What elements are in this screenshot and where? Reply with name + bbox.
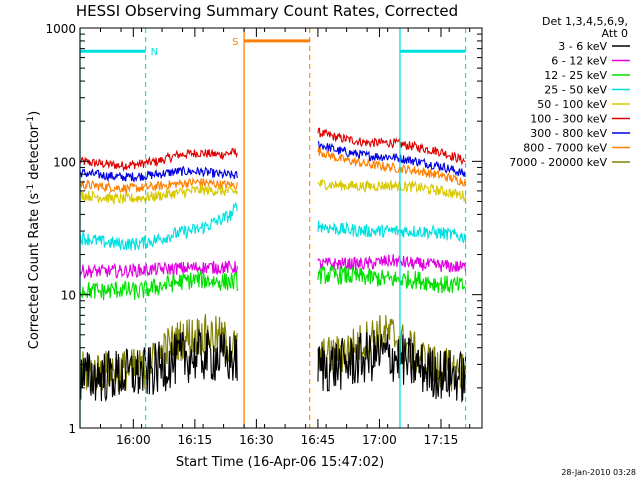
series-12-25-kev-trace — [79, 265, 467, 301]
y-axis-label: Corrected Count Rate (s-1 detector-1) — [26, 111, 42, 349]
legend-entry-label: 7000 - 20000 keV — [509, 156, 607, 169]
plot-area: N S 16:00 16:15 16:30 16:45 17:00 17:15 1 10 100 10… — [45, 22, 483, 447]
series-100-300-kev-trace — [79, 127, 466, 172]
series-3-6-kev-trace — [79, 329, 467, 404]
x-tick-label: 17:15 — [424, 433, 459, 447]
y-axis-label-end: ) — [27, 111, 42, 116]
y-axis-label-sup1: -1 — [26, 184, 36, 193]
series-6-12-kev-trace — [79, 254, 467, 279]
y-tick-label: 1 — [68, 422, 76, 436]
annotation-label-n: N — [151, 47, 158, 58]
series-segment-1 — [79, 177, 238, 194]
x-tick-label: 16:15 — [178, 433, 213, 447]
annotation-label-s: S — [232, 37, 238, 48]
chart-title: HESSI Observing Summary Count Rates, Cor… — [76, 2, 458, 20]
legend-header-line: Att 0 — [602, 27, 628, 40]
series-segment-1 — [79, 184, 238, 206]
legend-entry-label: 3 - 6 keV — [558, 40, 607, 53]
legend-entry-label: 100 - 300 keV — [530, 113, 607, 126]
series-segment-2 — [317, 265, 467, 294]
series-segment-1 — [79, 147, 238, 172]
y-tick-label: 1000 — [45, 22, 76, 36]
series-segment-2 — [317, 220, 467, 244]
legend-entry-label: 50 - 100 keV — [537, 98, 607, 111]
x-tick-label: 16:00 — [116, 433, 151, 447]
series-segment-2 — [317, 140, 467, 177]
series-800-7000-kev-trace — [79, 147, 466, 194]
x-tick-label: 16:45 — [301, 433, 336, 447]
plot-frame — [79, 27, 483, 429]
x-axis-label: Start Time (16-Apr-06 15:47:02) — [176, 455, 384, 470]
y-tick-label: 100 — [53, 155, 76, 169]
series-300-800-kev-trace — [79, 140, 467, 183]
series-segment-2 — [317, 330, 467, 404]
y-axis-label-main: Corrected Count Rate (s — [27, 193, 42, 350]
series-25-50-kev-trace — [79, 201, 467, 251]
legend-entry-label: 25 - 50 keV — [544, 84, 607, 97]
x-tick-label: 16:30 — [239, 433, 274, 447]
series-segment-1 — [79, 201, 238, 251]
legend-header-line: Det 1,3,4,5,6,9, — [542, 15, 628, 28]
series-segment-2 — [317, 127, 466, 166]
y-tick-label: 10 — [61, 289, 76, 303]
series-segment-1 — [79, 270, 238, 301]
series-segment-2 — [317, 147, 466, 187]
series-segment-1 — [79, 165, 238, 183]
legend-entry-label: 6 - 12 keV — [551, 55, 607, 68]
series-segment-2 — [317, 254, 467, 274]
legend-entry-label: 300 - 800 keV — [530, 127, 607, 140]
legend-entry-label: 12 - 25 keV — [544, 69, 607, 82]
series-segment-2 — [317, 178, 467, 203]
x-tick-label: 17:00 — [362, 433, 397, 447]
y-axis-label-mid: detector — [27, 124, 42, 184]
series-segment-1 — [79, 260, 238, 279]
y-axis-label-sup2: -1 — [26, 116, 36, 125]
series-segment-1 — [79, 329, 238, 403]
series-50-100-kev-trace — [79, 178, 467, 206]
legend: Det 1,3,4,5,6,9,Att 03 - 6 keV 6 - 12 keV… — [509, 15, 630, 169]
legend-entry-label: 800 - 7000 keV — [523, 142, 607, 155]
timestamp-stamp: 28-Jan-2010 03:28 — [561, 468, 636, 477]
